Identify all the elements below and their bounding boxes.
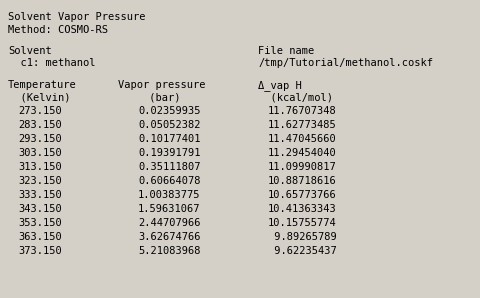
Text: 11.09990817: 11.09990817 xyxy=(267,162,336,172)
Text: 2.44707966: 2.44707966 xyxy=(138,218,200,228)
Text: Δ_vap H: Δ_vap H xyxy=(257,80,301,91)
Text: (Kelvin): (Kelvin) xyxy=(8,92,71,102)
Text: 10.41363343: 10.41363343 xyxy=(267,204,336,214)
Text: 10.15755774: 10.15755774 xyxy=(267,218,336,228)
Text: 3.62674766: 3.62674766 xyxy=(138,232,200,242)
Text: 10.88718616: 10.88718616 xyxy=(267,176,336,186)
Text: Solvent Vapor Pressure: Solvent Vapor Pressure xyxy=(8,12,145,22)
Text: Temperature: Temperature xyxy=(8,80,77,90)
Text: 273.150: 273.150 xyxy=(18,106,61,116)
Text: 0.05052382: 0.05052382 xyxy=(138,120,200,130)
Text: (bar): (bar) xyxy=(118,92,180,102)
Text: 353.150: 353.150 xyxy=(18,218,61,228)
Text: 11.47045660: 11.47045660 xyxy=(267,134,336,144)
Text: 10.65773766: 10.65773766 xyxy=(267,190,336,200)
Text: 5.21083968: 5.21083968 xyxy=(138,246,200,256)
Text: 1.00383775: 1.00383775 xyxy=(138,190,200,200)
Text: 11.76707348: 11.76707348 xyxy=(267,106,336,116)
Text: 283.150: 283.150 xyxy=(18,120,61,130)
Text: 11.62773485: 11.62773485 xyxy=(267,120,336,130)
Text: Method: COSMO-RS: Method: COSMO-RS xyxy=(8,25,108,35)
Text: 0.60664078: 0.60664078 xyxy=(138,176,200,186)
Text: 293.150: 293.150 xyxy=(18,134,61,144)
Text: (kcal/mol): (kcal/mol) xyxy=(257,92,332,102)
Text: 0.19391791: 0.19391791 xyxy=(138,148,200,158)
Text: 11.29454040: 11.29454040 xyxy=(267,148,336,158)
Text: Solvent: Solvent xyxy=(8,46,52,56)
Text: 9.89265789: 9.89265789 xyxy=(267,232,336,242)
Text: File name: File name xyxy=(257,46,313,56)
Text: 303.150: 303.150 xyxy=(18,148,61,158)
Text: 343.150: 343.150 xyxy=(18,204,61,214)
Text: 0.35111807: 0.35111807 xyxy=(138,162,200,172)
Text: 373.150: 373.150 xyxy=(18,246,61,256)
Text: c1: methanol: c1: methanol xyxy=(8,58,96,68)
Text: 1.59631067: 1.59631067 xyxy=(138,204,200,214)
Text: Vapor pressure: Vapor pressure xyxy=(118,80,205,90)
Text: 0.02359935: 0.02359935 xyxy=(138,106,200,116)
Text: 363.150: 363.150 xyxy=(18,232,61,242)
Text: 333.150: 333.150 xyxy=(18,190,61,200)
Text: 9.62235437: 9.62235437 xyxy=(267,246,336,256)
Text: 313.150: 313.150 xyxy=(18,162,61,172)
Text: 0.10177401: 0.10177401 xyxy=(138,134,200,144)
Text: 323.150: 323.150 xyxy=(18,176,61,186)
Text: /tmp/Tutorial/methanol.coskf: /tmp/Tutorial/methanol.coskf xyxy=(257,58,432,68)
